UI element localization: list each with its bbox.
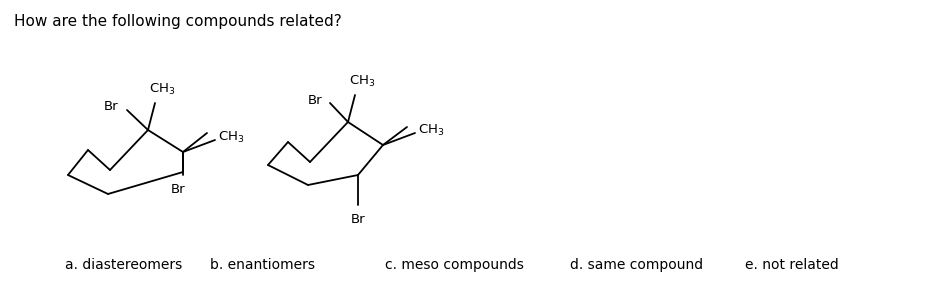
Text: Br: Br (171, 183, 185, 196)
Text: How are the following compounds related?: How are the following compounds related? (14, 14, 342, 29)
Text: a. diastereomers: a. diastereomers (65, 258, 182, 272)
Text: CH$_3$: CH$_3$ (418, 123, 445, 138)
Text: Br: Br (351, 213, 366, 226)
Text: d. same compound: d. same compound (570, 258, 703, 272)
Text: e. not related: e. not related (745, 258, 839, 272)
Text: c. meso compounds: c. meso compounds (385, 258, 523, 272)
Text: CH$_3$: CH$_3$ (149, 82, 175, 97)
Text: b. enantiomers: b. enantiomers (210, 258, 315, 272)
Text: CH$_3$: CH$_3$ (349, 74, 375, 89)
Text: Br: Br (308, 94, 322, 106)
Text: Br: Br (104, 101, 118, 114)
Text: CH$_3$: CH$_3$ (218, 130, 244, 144)
